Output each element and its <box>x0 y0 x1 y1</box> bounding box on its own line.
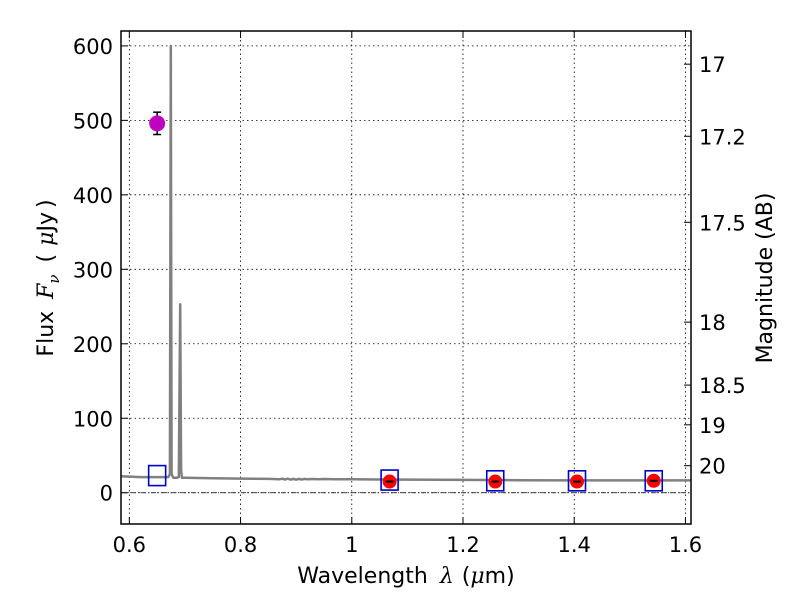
y2-tick-label: 17.5 <box>699 211 746 235</box>
model-flux-square <box>644 470 664 492</box>
y2-axis-label: Magnitude (AB) <box>753 193 778 364</box>
y2-tick-label: 19 <box>699 414 726 438</box>
y2-tick-label: 17 <box>699 53 726 77</box>
photometry-point-magenta <box>149 115 166 132</box>
plot-frame <box>120 30 692 525</box>
y-tick-label: 200 <box>73 333 113 357</box>
x-axis-label: Wavelength λ (μm) <box>297 564 514 589</box>
y-axis-ticks: 0 100 200 300 400 500 600 <box>73 35 128 506</box>
x-axis-ticks: 0.6 0.8 1 1.2 1.4 1.6 <box>113 31 702 557</box>
x-tick-label: 1.4 <box>558 533 591 557</box>
y-tick-label: 100 <box>73 407 113 431</box>
y-tick-label: 0 <box>100 482 113 506</box>
x-tick-label: 0.8 <box>224 533 257 557</box>
x-tick-label: 1.2 <box>446 533 479 557</box>
y2-tick-label: 17.2 <box>699 125 746 149</box>
y-tick-label: 300 <box>73 258 113 282</box>
y-axis-label: FluxFν(μJy) <box>34 199 63 356</box>
x-tick-label: 1 <box>345 533 358 557</box>
model-flux-square <box>147 464 167 487</box>
y2-tick-label: 18.5 <box>699 374 746 398</box>
model-flux-square <box>485 470 505 492</box>
spectrum-line <box>120 44 691 482</box>
plot-data <box>120 44 691 492</box>
y-tick-label: 400 <box>73 184 113 208</box>
y2-axis-ticks: 17 17.2 17.5 18 18.5 19 20 <box>684 53 746 479</box>
y-tick-label: 600 <box>73 35 113 59</box>
model-flux-square <box>567 470 587 492</box>
y-tick-label: 500 <box>73 109 113 133</box>
x-tick-label: 0.6 <box>113 533 146 557</box>
y2-tick-label: 18 <box>699 311 726 335</box>
y2-tick-label: 20 <box>699 455 726 479</box>
grid <box>121 31 691 524</box>
x-tick-label: 1.6 <box>669 533 702 557</box>
model-flux-square <box>380 469 399 491</box>
